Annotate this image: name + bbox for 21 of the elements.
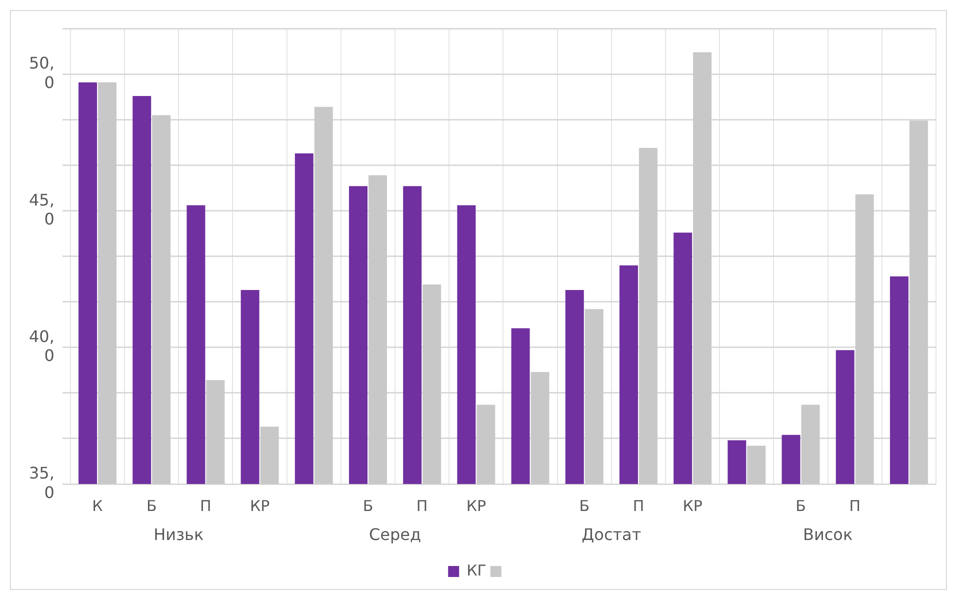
y-tick-label: 45,0 xyxy=(28,190,54,229)
x-tick-label: Б xyxy=(579,496,590,515)
x-tick-label: КР xyxy=(250,496,270,515)
y-tick-label: 40,0 xyxy=(28,326,54,366)
x-tick-label: КР xyxy=(682,496,702,515)
x-tick-label: П xyxy=(849,496,860,515)
legend-label: КГ xyxy=(466,561,486,580)
x-tick-label: П xyxy=(200,496,212,515)
x-tick-label: Б xyxy=(796,496,806,515)
x-tick-label: К xyxy=(92,496,104,515)
x-tick-label: КР xyxy=(466,496,486,515)
x-tick-label: П xyxy=(632,496,644,515)
text: Низьк xyxy=(154,525,204,544)
text: Серед xyxy=(368,525,422,544)
x-tick-label: П xyxy=(416,496,428,515)
y-tick-label: 50,0 xyxy=(28,54,54,92)
y-tick-label: 35,0 xyxy=(28,464,54,502)
x-tick-label: Б xyxy=(362,496,374,515)
text: Висок xyxy=(802,525,853,544)
text: Достат xyxy=(582,525,642,544)
x-tick-label: Б xyxy=(146,496,157,515)
